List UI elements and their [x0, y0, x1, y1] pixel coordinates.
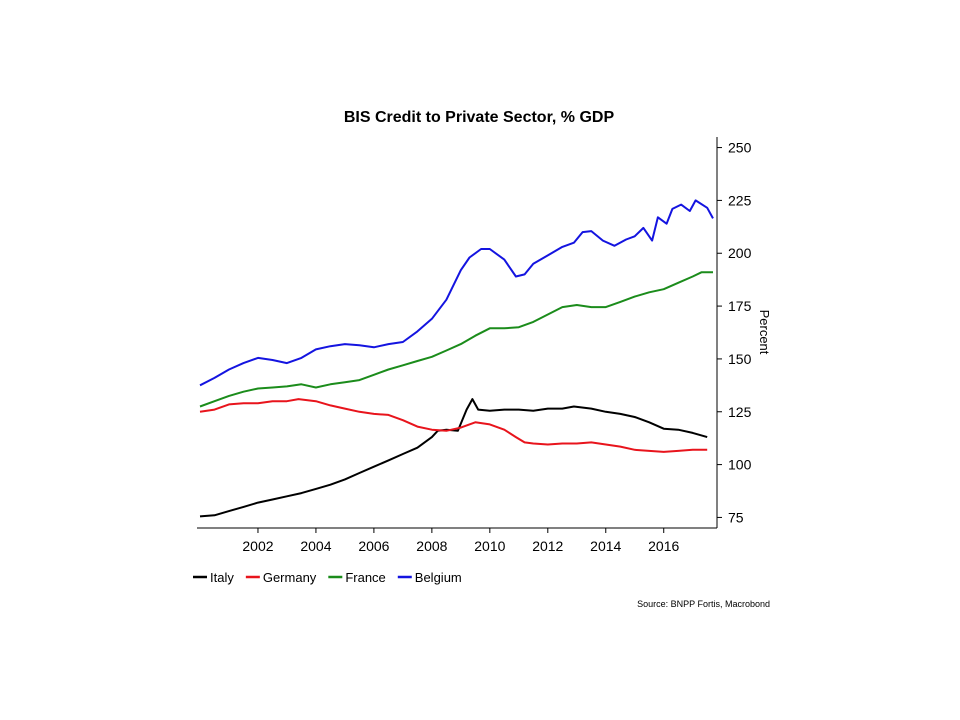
x-tick-label: 2016	[648, 538, 679, 554]
x-tick-label: 2004	[300, 538, 331, 554]
y-tick-label: 125	[728, 404, 752, 420]
legend-label-germany: Germany	[263, 570, 317, 585]
x-ticks: 2002 2004 2006 2008 2010 2012 2014 2016	[242, 528, 680, 554]
y-tick-label: 175	[728, 298, 752, 314]
y-tick-label: 100	[728, 457, 752, 473]
legend-label-italy: Italy	[210, 570, 234, 585]
plot-area: 75 100 125 150 175 200 225 250 2002 2004 2006 2008…	[197, 137, 752, 554]
series-lines	[199, 199, 714, 518]
series-line-italy	[199, 398, 708, 518]
legend-label-france: France	[345, 570, 385, 585]
series-line-germany	[199, 398, 708, 453]
y-tick-label: 250	[728, 140, 752, 156]
legend: Italy Germany France Belgium	[193, 570, 462, 585]
y-ticks: 75 100 125 150 175 200 225 250	[717, 140, 752, 525]
x-tick-label: 2010	[474, 538, 505, 554]
x-tick-label: 2008	[416, 538, 447, 554]
y-tick-label: 150	[728, 351, 752, 367]
source-note: Source: BNPP Fortis, Macrobond	[637, 599, 770, 609]
x-tick-label: 2006	[358, 538, 389, 554]
y-tick-label: 75	[728, 509, 744, 525]
y-tick-label: 225	[728, 192, 752, 208]
legend-label-belgium: Belgium	[415, 570, 462, 585]
x-tick-label: 2012	[532, 538, 563, 554]
series-line-france	[199, 271, 713, 408]
x-tick-label: 2014	[590, 538, 621, 554]
series-line-belgium	[199, 199, 714, 387]
chart-title: BIS Credit to Private Sector, % GDP	[344, 109, 615, 126]
y-tick-label: 200	[728, 245, 752, 261]
x-tick-label: 2002	[242, 538, 273, 554]
y-axis-label: Percent	[757, 310, 772, 355]
